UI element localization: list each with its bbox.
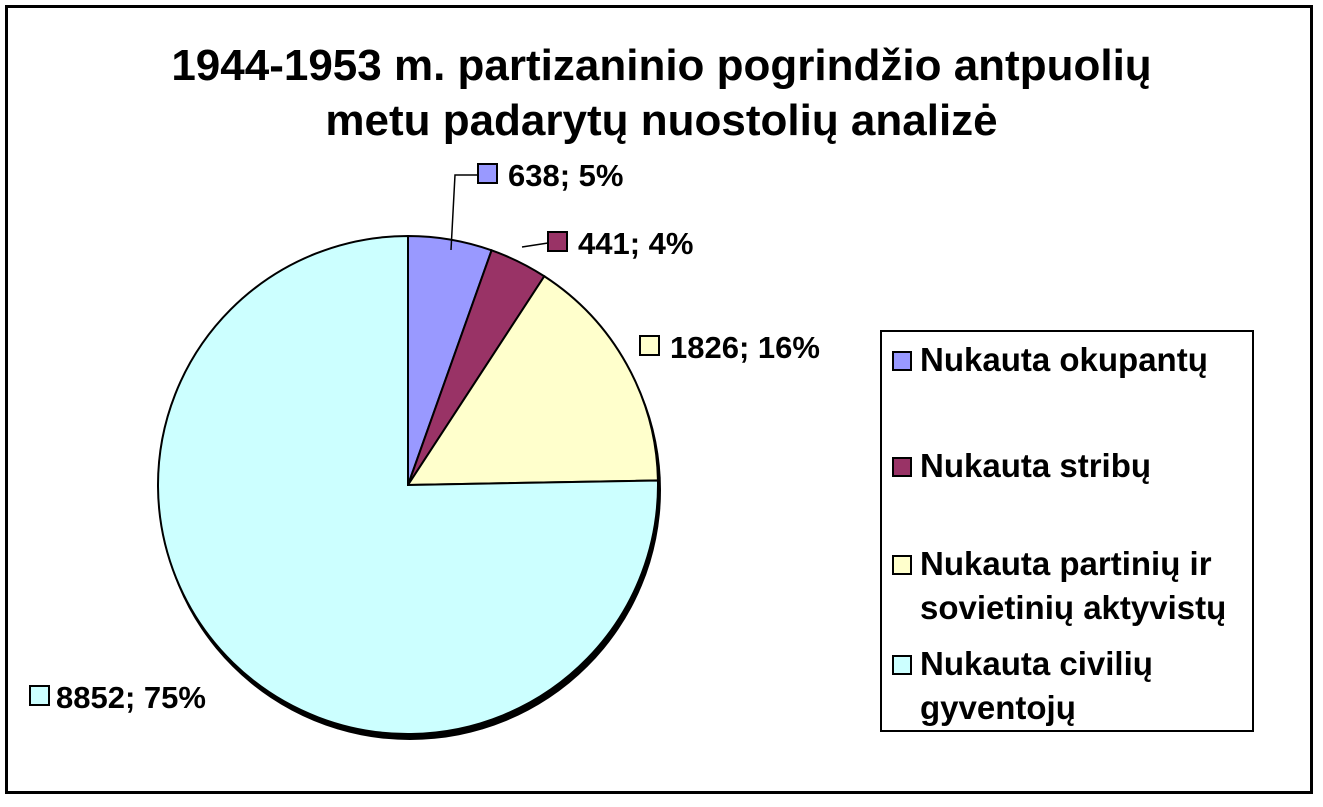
legend-label-2: Nukauta stribų bbox=[920, 444, 1250, 488]
legend-item-1: Nukauta okupantų bbox=[892, 338, 1250, 382]
chart-title-line-1: 1944-1953 m. partizaninio pogrindžio ant… bbox=[171, 41, 1152, 90]
data-label-4: 8852; 75% bbox=[56, 680, 206, 715]
data-label-3: 1826; 16% bbox=[670, 330, 820, 365]
chart-legend: Nukauta okupantų Nukauta stribų Nukauta pa… bbox=[880, 330, 1254, 732]
data-label-swatch-2 bbox=[547, 231, 568, 252]
data-label-2: 441; 4% bbox=[578, 226, 693, 261]
data-label-1: 638; 5% bbox=[508, 158, 623, 193]
legend-label-2-line-1: Nukauta stribų bbox=[920, 447, 1152, 484]
legend-label-4: Nukauta civilių gyventojų bbox=[920, 642, 1250, 730]
legend-label-1: Nukauta okupantų bbox=[920, 338, 1250, 382]
legend-label-1-line-1: Nukauta okupantų bbox=[920, 341, 1208, 378]
legend-label-4-line-1: Nukauta civilių bbox=[920, 645, 1153, 682]
legend-label-3-line-2: sovietinių aktyvistų bbox=[920, 589, 1227, 626]
chart-title-line-2: metu padarytų nuostolių analizė bbox=[325, 96, 998, 145]
legend-label-3-line-1: Nukauta partinių ir bbox=[920, 545, 1212, 582]
legend-item-3: Nukauta partinių ir sovietinių aktyvistų bbox=[892, 542, 1250, 630]
legend-item-4: Nukauta civilių gyventojų bbox=[892, 642, 1250, 730]
data-label-swatch-3 bbox=[639, 335, 660, 356]
legend-label-3: Nukauta partinių ir sovietinių aktyvistų bbox=[920, 542, 1250, 630]
legend-swatch-1 bbox=[892, 351, 912, 371]
leader-line-2 bbox=[521, 242, 549, 248]
data-label-swatch-4 bbox=[29, 685, 50, 706]
data-label-swatch-1 bbox=[477, 163, 498, 184]
legend-item-2: Nukauta stribų bbox=[892, 444, 1250, 488]
chart-title: 1944-1953 m. partizaninio pogrindžio ant… bbox=[0, 38, 1323, 148]
legend-swatch-4 bbox=[892, 655, 912, 675]
leader-line-1 bbox=[450, 174, 478, 251]
pie-slice-4 bbox=[157, 234, 659, 735]
legend-swatch-3 bbox=[892, 555, 912, 575]
legend-swatch-2 bbox=[892, 457, 912, 477]
legend-label-4-line-2: gyventojų bbox=[920, 689, 1076, 726]
pie-slice-3 bbox=[406, 274, 659, 487]
